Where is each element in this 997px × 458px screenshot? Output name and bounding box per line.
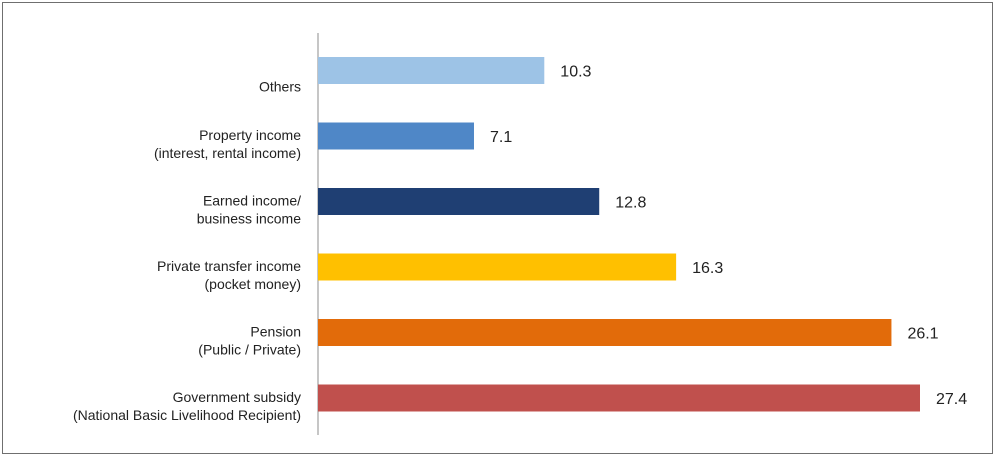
value-label-3: 16.3	[692, 260, 723, 277]
value-label-0: 10.3	[560, 64, 591, 81]
category-label-5-line-1: (National Basic Livelihood Recipient)	[73, 407, 301, 423]
bar-3	[318, 253, 677, 281]
category-label-3-line-0: Private transfer income	[157, 258, 301, 274]
income-source-bar-chart: Others Property income (interest, rental i…	[73, 33, 967, 435]
value-labels-group: 10.3 7.1 12.8 16.3 26.1 27.4	[490, 64, 967, 409]
category-label-3-line-1: (pocket money)	[205, 276, 301, 292]
category-label-5-line-0: Government subsidy	[173, 389, 301, 405]
value-label-2: 12.8	[615, 195, 646, 212]
bar-4	[318, 319, 892, 346]
category-label-0-line-0: Others	[259, 79, 301, 95]
bar-0	[318, 57, 545, 84]
category-label-4-line-0: Pension	[250, 324, 301, 340]
category-label-1-line-0: Property income	[199, 127, 301, 143]
category-label-2-line-0: Earned income/	[203, 193, 301, 209]
bar-1	[318, 122, 474, 150]
category-labels-group: Others Property income (interest, rental i…	[73, 79, 301, 424]
value-label-4: 26.1	[907, 326, 938, 343]
value-label-1: 7.1	[490, 129, 512, 146]
bars-group	[318, 57, 920, 412]
category-label-4-line-1: (Public / Private)	[198, 342, 301, 358]
bar-2	[318, 188, 600, 215]
bar-5	[318, 384, 920, 412]
category-label-1-line-1: (interest, rental income)	[154, 145, 301, 161]
category-label-2-line-1: business income	[197, 211, 301, 227]
value-label-5: 27.4	[936, 391, 967, 408]
